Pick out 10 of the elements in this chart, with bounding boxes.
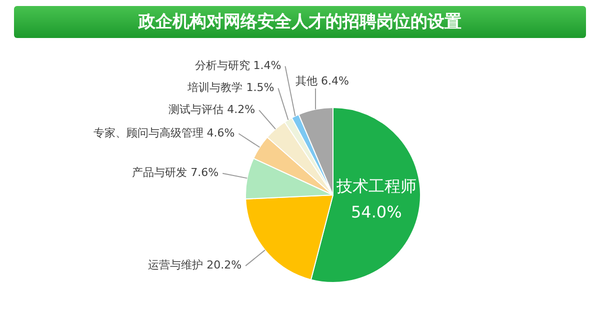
- data-label: 54.0%: [350, 202, 402, 222]
- slice-label: 测试与评估 4.2%: [168, 103, 256, 116]
- slice-label: 运营与维护 20.2%: [148, 258, 242, 272]
- slice-label: 技术工程师: [335, 176, 416, 196]
- slice-label: 产品与研发 7.6%: [132, 166, 219, 180]
- slice-label: 分析与研究 1.4%: [194, 59, 282, 72]
- slice-label: 专家、顾问与高级管理 4.6%: [93, 126, 235, 140]
- chart-title: 政企机构对网络安全人才的招聘岗位的设置: [14, 6, 586, 38]
- slice-label: 其他 6.4%: [296, 74, 349, 88]
- slice-label: 培训与教学 1.5%: [186, 81, 274, 94]
